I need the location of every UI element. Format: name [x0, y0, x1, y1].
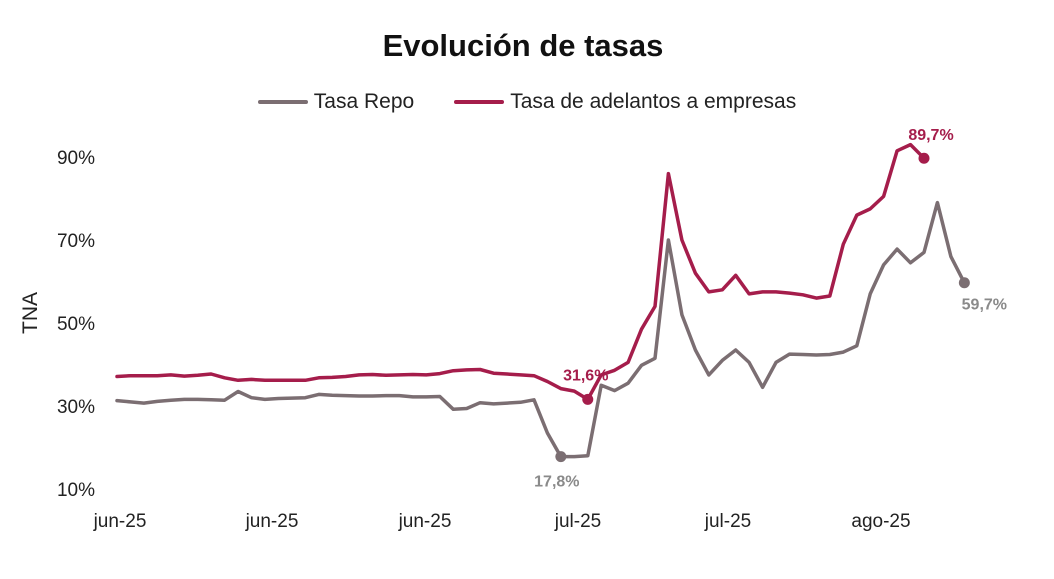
data-point-marker — [958, 277, 970, 289]
data-point-marker — [918, 152, 930, 164]
data-label: 31,6% — [563, 367, 608, 384]
data-label: 17,8% — [534, 474, 579, 491]
chart-title: Evolución de tasas — [382, 28, 664, 63]
legend-label-adelantos: Tasa de adelantos a empresas — [510, 90, 797, 113]
legend-label-repo: Tasa Repo — [313, 90, 415, 113]
y-tick-label: 10% — [57, 480, 95, 501]
x-tick-label: ago-25 — [851, 511, 910, 532]
data-label: 59,7% — [962, 297, 1007, 314]
x-tick-label: jun-25 — [245, 511, 299, 532]
data-label: 89,7% — [908, 127, 953, 144]
legend: Tasa Repo Tasa de adelantos a empresas — [0, 90, 1054, 114]
series-line-adelantos — [115, 142, 926, 402]
data-point-marker — [555, 451, 567, 463]
legend-swatch-repo — [257, 100, 308, 104]
y-tick-label: 90% — [57, 148, 95, 169]
x-tick-label: jun-25 — [398, 511, 452, 532]
x-tick-label: jun-25 — [93, 511, 147, 532]
legend-swatch-adelantos — [454, 100, 505, 104]
legend-item-repo: Tasa Repo — [257, 90, 415, 114]
data-point-marker — [582, 393, 594, 405]
y-tick-label: 70% — [57, 231, 95, 252]
x-tick-label: jul-25 — [704, 511, 751, 532]
x-tick-label: jul-25 — [554, 511, 601, 532]
series-line-repo — [115, 200, 967, 459]
legend-item-adelantos: Tasa de adelantos a empresas — [454, 90, 796, 114]
y-tick-label: 50% — [57, 314, 95, 335]
y-axis-label: TNA — [19, 292, 42, 334]
y-tick-label: 30% — [57, 397, 95, 418]
